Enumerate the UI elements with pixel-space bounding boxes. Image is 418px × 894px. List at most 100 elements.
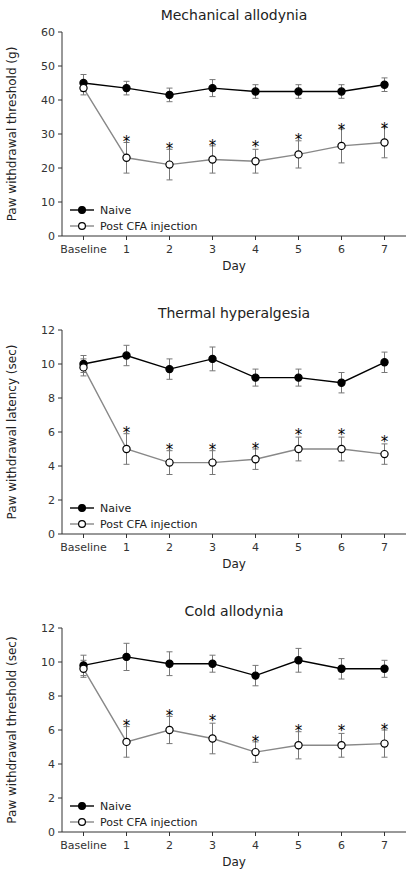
x-tick-label: Baseline (60, 541, 107, 554)
error-bar-cap (81, 677, 87, 678)
error-bar-cap (382, 660, 388, 661)
x-axis-label: Day (222, 557, 246, 571)
x-tick-label: 7 (381, 839, 388, 852)
y-tick-label: 0 (48, 528, 55, 541)
y-tick-label: 2 (48, 494, 55, 507)
annotation: * (338, 426, 346, 444)
marker (381, 451, 388, 458)
x-axis-line (62, 832, 406, 833)
legend-label: Post CFA injection (100, 220, 198, 233)
error-bar-cap (339, 162, 345, 163)
annotation: * (381, 721, 389, 739)
x-tick (169, 534, 170, 538)
x-tick (83, 534, 84, 538)
error-bar (210, 80, 216, 97)
error-bar-cap (81, 74, 87, 75)
marker (123, 653, 130, 660)
x-tick (384, 832, 385, 836)
marker (338, 445, 345, 452)
error-bar (124, 643, 130, 670)
y-tick-label: 6 (48, 426, 55, 439)
y-axis-label: Paw withdrawal threshold (sec) (5, 636, 19, 823)
marker (209, 459, 216, 466)
annotation: * (166, 140, 174, 158)
marker (252, 374, 259, 381)
error-bar-cap (167, 179, 173, 180)
plot-area (80, 75, 388, 180)
error-bar-cap (339, 460, 345, 461)
error-bar-cap (253, 685, 259, 686)
error-bar-cap (382, 757, 388, 758)
error-bar-cap (253, 386, 259, 387)
x-axis-label: Day (222, 259, 246, 273)
x-tick (341, 236, 342, 240)
x-tick-label: 2 (166, 243, 173, 256)
legend-label: Post CFA injection (100, 816, 198, 829)
y-tick (58, 764, 62, 765)
error-bar (167, 88, 173, 102)
error-bar-cap (167, 358, 173, 359)
error-bar-cap (210, 173, 216, 174)
y-axis-label: Paw withdrawal latency (sec) (5, 345, 19, 520)
error-bar (339, 85, 345, 99)
error-bar (124, 345, 130, 365)
y-tick-label: 4 (48, 460, 55, 473)
marker (338, 665, 345, 672)
x-tick (384, 236, 385, 240)
x-tick-label: 5 (295, 243, 302, 256)
error-bar-cap (382, 677, 388, 678)
error-bar-cap (167, 88, 173, 89)
error-bar-cap (382, 91, 388, 92)
marker (80, 85, 87, 92)
y-tick-label: 10 (41, 358, 55, 371)
legend-label: Naive (100, 502, 132, 515)
legend-label: Naive (100, 800, 132, 813)
y-tick (58, 730, 62, 731)
title: Mechanical allodynia (161, 7, 308, 23)
x-tick-label: 4 (252, 243, 259, 256)
error-bar (81, 655, 87, 675)
x-tick (255, 534, 256, 538)
panel: Cold allodynia024681012Baseline1234567Da… (5, 603, 406, 869)
error-bar (382, 660, 388, 677)
error-bar-cap (382, 372, 388, 373)
y-tick (58, 534, 62, 535)
y-tick-label: 12 (41, 324, 55, 337)
title: Cold allodynia (184, 603, 283, 619)
annotation: * (381, 120, 389, 138)
x-tick (169, 236, 170, 240)
error-bar-cap (81, 94, 87, 95)
marker (381, 665, 388, 672)
y-tick-label: 8 (48, 690, 55, 703)
x-axis-line (62, 534, 406, 535)
marker (295, 88, 302, 95)
x-tick (169, 832, 170, 836)
x-tick-label: Baseline (60, 839, 107, 852)
y-tick (58, 66, 62, 67)
y-tick (58, 466, 62, 467)
error-bar-cap (210, 96, 216, 97)
annotation: * (252, 440, 260, 458)
error-bar-cap (253, 665, 259, 666)
x-tick-label: 5 (295, 541, 302, 554)
y-tick-label: 8 (48, 392, 55, 405)
legend-marker (79, 223, 86, 230)
error-bar-cap (253, 469, 259, 470)
marker (252, 672, 259, 679)
x-tick-label: 1 (123, 541, 130, 554)
error-bar-cap (339, 658, 345, 659)
marker (381, 740, 388, 747)
error-bar (382, 352, 388, 372)
y-tick (58, 330, 62, 331)
x-tick (255, 832, 256, 836)
x-tick (298, 832, 299, 836)
annotation: * (295, 426, 303, 444)
marker (295, 151, 302, 158)
y-tick (58, 202, 62, 203)
y-tick-label: 6 (48, 724, 55, 737)
y-tick-label: 0 (48, 826, 55, 839)
marker (123, 445, 130, 452)
error-bar-cap (167, 675, 173, 676)
x-tick (341, 534, 342, 538)
error-bar-cap (167, 101, 173, 102)
